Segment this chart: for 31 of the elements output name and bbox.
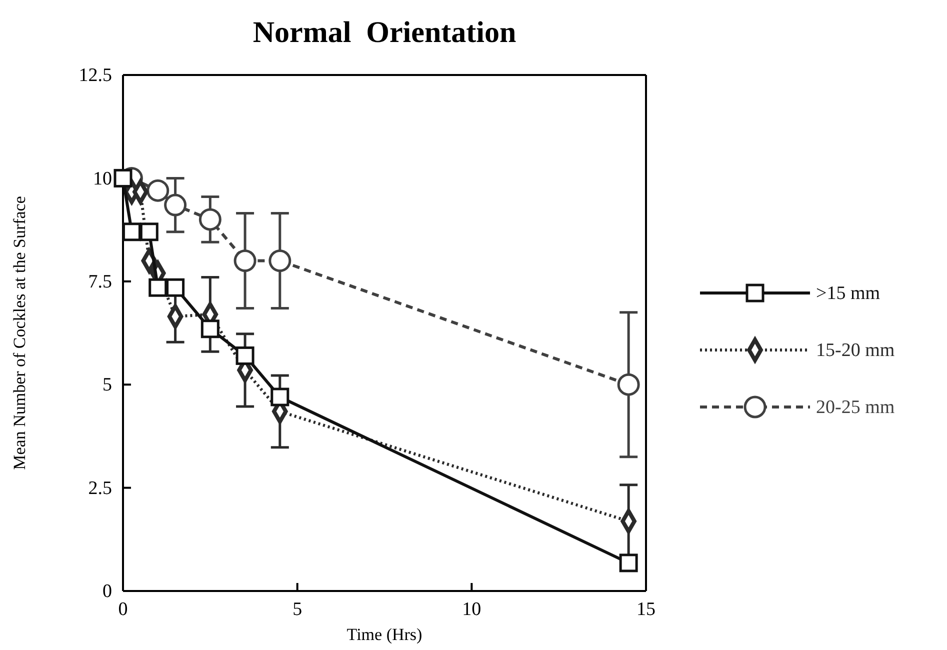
text: 20-25 mm	[816, 397, 895, 418]
y-tick-label: 2.5	[88, 478, 112, 499]
x-tick-label: 0	[118, 598, 128, 620]
point	[236, 346, 254, 365]
y-axis-title: Mean Number of Cockles at the Surface	[10, 196, 29, 470]
point	[617, 373, 640, 396]
chart-title: Normal Orientation	[252, 16, 516, 49]
text: 15-20 mm	[816, 340, 895, 361]
point	[166, 278, 185, 297]
text: >15 mm	[816, 283, 880, 304]
point	[164, 194, 187, 216]
point	[146, 179, 170, 202]
y-tick-label: 7.5	[88, 271, 112, 292]
y-tick-label: 10	[93, 168, 112, 190]
x-tick-label: 15	[636, 598, 656, 620]
point	[148, 278, 168, 297]
point	[140, 222, 158, 242]
point	[114, 168, 132, 188]
point	[198, 208, 222, 231]
y-tick-label: 0	[102, 581, 112, 602]
x-tick-label: 5	[292, 598, 302, 620]
y-tick-label: 5	[102, 374, 112, 396]
point	[122, 222, 141, 242]
point	[200, 320, 220, 338]
y-tick-label: 12.5	[78, 65, 112, 86]
x-axis-title: Time (Hrs)	[346, 625, 422, 644]
point	[619, 554, 638, 572]
point	[234, 250, 256, 272]
x-tick-label: 10	[462, 598, 482, 620]
point	[270, 388, 290, 406]
point	[268, 250, 292, 272]
